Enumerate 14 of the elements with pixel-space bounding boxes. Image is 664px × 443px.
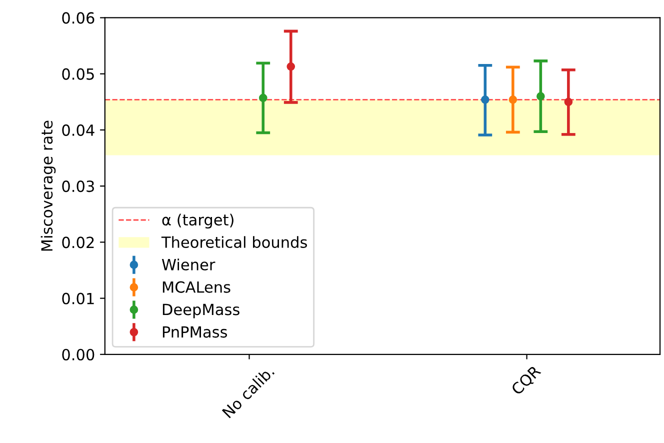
- legend-label: Theoretical bounds: [161, 236, 307, 248]
- legend-label: PnPMass: [162, 326, 227, 338]
- y-tick-label: 0.05: [62, 68, 94, 80]
- legend-label: DeepMass: [162, 304, 240, 318]
- y-tick-label: 0.02: [62, 236, 94, 248]
- y-tick-label: 0.06: [62, 12, 94, 24]
- y-tick-label: 0.03: [62, 180, 94, 192]
- y-axis-title: Miscoverage rate: [40, 120, 56, 251]
- legend-label: MCALens: [162, 281, 230, 293]
- legend-label: α (target): [162, 214, 234, 229]
- y-tick-label: 0.04: [62, 124, 94, 136]
- y-tick-label: 0.01: [62, 292, 94, 304]
- y-tick-label: 0.00: [62, 348, 94, 360]
- legend-label: Wiener: [162, 258, 216, 270]
